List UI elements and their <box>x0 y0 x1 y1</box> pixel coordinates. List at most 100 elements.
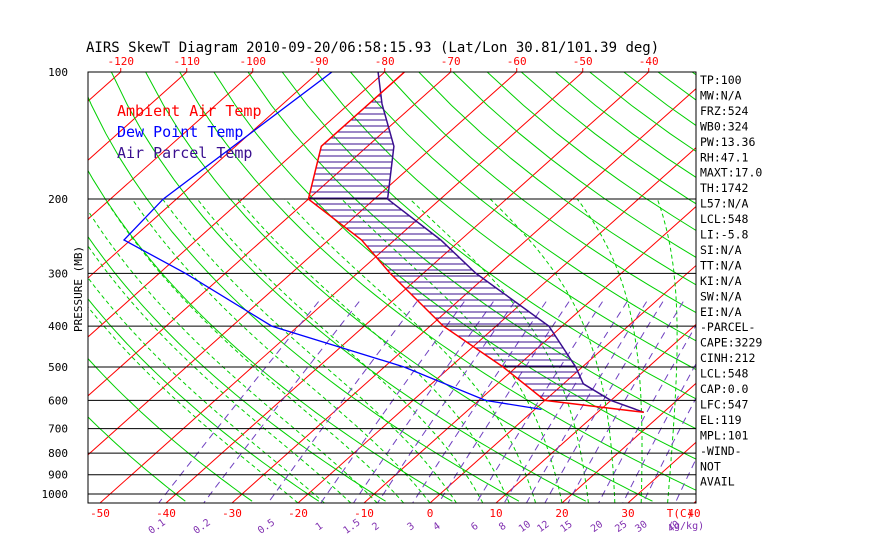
mixing-ratio-tick-label: 1 <box>314 521 325 533</box>
stat-label: FRZ:524 <box>700 104 749 118</box>
stat-label: CAPE:3229 <box>700 336 762 350</box>
legend: Ambient Air Temp Dew Point Temp Air Parcel… <box>117 102 262 162</box>
stat-label: TP:100 <box>700 73 742 87</box>
bottom-temp-tick-label: 40 <box>687 507 700 520</box>
dry-adiabat <box>213 72 696 460</box>
bottom-temp-tick-label: -10 <box>354 507 374 520</box>
stat-label: MPL:101 <box>700 428 749 442</box>
top-temp-tick-label: -110 <box>173 55 200 68</box>
isotherm-line <box>0 72 55 503</box>
mixing-ratio-tick-label: 25 <box>613 519 629 535</box>
mixing-ratio-tick-label: 4 <box>431 521 442 533</box>
dry-adiabat <box>384 72 696 314</box>
isotherm-line <box>760 72 870 503</box>
dry-adiabat <box>247 72 696 430</box>
legend-label: Dew Point Temp <box>117 123 243 141</box>
moist-adiabat <box>88 306 299 503</box>
stat-label: RH:47.1 <box>700 150 749 164</box>
moist-adiabat <box>88 209 378 503</box>
pressure-tick-label: 800 <box>48 447 68 460</box>
pressure-tick-label: 400 <box>48 320 68 333</box>
isotherm-line <box>88 72 122 102</box>
pressure-tick-label: 500 <box>48 361 68 374</box>
bottom-temp-tick-label: -40 <box>156 507 176 520</box>
stat-label: LI:-5.8 <box>700 228 749 242</box>
dry-adiabat <box>88 357 253 502</box>
stat-label: -WIND- <box>700 444 742 458</box>
top-temp-tick-label: -120 <box>107 55 134 68</box>
dew-point-line <box>122 72 542 411</box>
ambient-temp-line <box>307 72 644 414</box>
mixing-ratio-line <box>203 301 360 503</box>
mixing-ratio-tick-label: 0.2 <box>192 517 213 536</box>
stat-label: LCL:548 <box>700 212 749 226</box>
legend-label: Air Parcel Temp <box>117 144 252 162</box>
stat-label: MW:N/A <box>700 88 742 102</box>
dry-adiabat <box>829 72 870 501</box>
isotherm-line <box>88 72 518 456</box>
mixing-ratio-tick-label: 10 <box>517 519 533 535</box>
dry-adiabat <box>486 72 696 232</box>
stat-label: PW:13.36 <box>700 135 755 149</box>
bottom-temp-tick-label: 10 <box>489 507 502 520</box>
sounding-series <box>122 72 645 414</box>
stat-label: SI:N/A <box>700 243 742 257</box>
mixing-ratio-tick-label: 2 <box>370 521 381 533</box>
pressure-tick-label: 600 <box>48 394 68 407</box>
dry-adiabat <box>418 72 696 286</box>
dry-adiabat <box>863 72 870 501</box>
dry-adiabat <box>795 72 870 501</box>
dry-adiabat <box>88 298 320 502</box>
top-temp-tick-label: -50 <box>573 55 593 68</box>
mixing-ratio-line <box>353 301 494 503</box>
moist-adiabat <box>104 198 404 503</box>
isotherm-line <box>88 72 188 161</box>
stat-label: KI:N/A <box>700 274 742 288</box>
pressure-tick-label: 1000 <box>42 488 69 501</box>
mixing-ratio-tick-label: 12 <box>535 519 551 535</box>
pressure-tick-label: 900 <box>48 469 68 482</box>
moist-adiabat <box>131 198 431 503</box>
mixing-ratio-tick-label: 6 <box>469 521 480 533</box>
stat-label: CAP:0.0 <box>700 382 749 396</box>
mixing-ratio-line <box>567 301 684 503</box>
moist-adiabat <box>656 198 678 503</box>
stat-label: LCL:548 <box>700 367 749 381</box>
top-temp-tick-label: -90 <box>309 55 329 68</box>
top-temp-tick-label: -60 <box>507 55 527 68</box>
dry-adiabat <box>88 235 386 502</box>
stat-label: -PARCEL- <box>700 320 755 334</box>
isotherm-line <box>88 72 386 338</box>
plot-frame <box>87 71 697 504</box>
top-temp-tick-label: -100 <box>239 55 266 68</box>
mixing-ratio-tick-label: 30 <box>633 519 649 535</box>
top-temp-tick-label: -80 <box>375 55 395 68</box>
dry-adiabat <box>657 72 696 101</box>
dry-adiabat <box>316 72 696 371</box>
moist-adiabat <box>88 277 325 503</box>
bottom-temp-tick-label: -30 <box>222 507 242 520</box>
moist-adiabat <box>88 245 352 503</box>
dry-adiabat <box>88 416 186 502</box>
chart-title: AIRS SkewT Diagram 2010-09-20/06:58:15.9… <box>86 40 659 56</box>
dry-adiabat <box>145 72 653 502</box>
parcel-temp-line <box>377 72 645 414</box>
moist-adiabat <box>489 198 616 503</box>
mixing-ratio-line <box>438 301 570 503</box>
bottom-temp-tick-label: 30 <box>621 507 634 520</box>
isotherm-line <box>297 146 696 503</box>
stat-label: NOT <box>700 459 721 473</box>
mixing-ratio-tick-label: 1.5 <box>341 517 362 536</box>
dry-adiabat <box>88 169 453 502</box>
isotherm-line <box>495 323 696 503</box>
isotherm-line <box>88 72 254 220</box>
moist-adiabat <box>196 198 484 503</box>
bottom-temp-tick-label: 20 <box>555 507 568 520</box>
stat-label: EL:119 <box>700 413 742 427</box>
stat-label: WB0:324 <box>700 119 749 133</box>
isotherm-line <box>561 382 696 503</box>
bottom-temp-tick-label: -50 <box>90 507 110 520</box>
legend-label: Ambient Air Temp <box>117 102 262 120</box>
pressure-tick-label: 700 <box>48 423 68 436</box>
